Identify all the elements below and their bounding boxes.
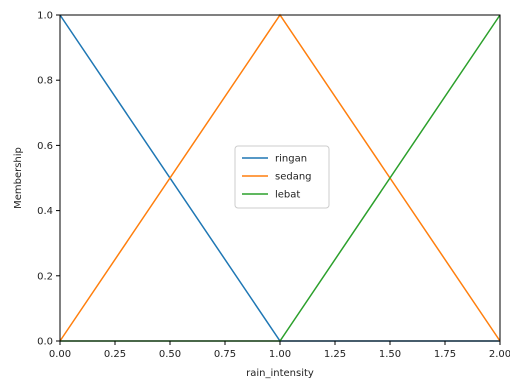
- y-tick-label: 0.4: [37, 206, 53, 217]
- y-tick-label: 1.0: [37, 11, 53, 22]
- x-tick-label: 0.00: [49, 349, 71, 360]
- y-tick-label: 0.2: [37, 271, 53, 282]
- legend: ringan sedang lebat: [234, 145, 330, 209]
- x-tick-label: 2.00: [489, 349, 510, 360]
- x-tick-label: 0.75: [214, 349, 236, 360]
- legend-label-ringan: ringan: [275, 154, 307, 165]
- x-tick-label: 1.25: [324, 349, 346, 360]
- x-tick-label: 0.25: [104, 349, 126, 360]
- legend-box: [234, 145, 330, 209]
- x-tick-label: 1.50: [379, 349, 401, 360]
- y-tick-label: 0.6: [37, 141, 53, 152]
- x-tick-label: 1.75: [434, 349, 456, 360]
- legend-label-lebat: lebat: [275, 190, 300, 201]
- y-tick-label: 0.0: [37, 337, 53, 348]
- y-axis-label: Membership: [13, 147, 24, 209]
- x-tick-label: 1.00: [269, 349, 291, 360]
- legend-label-sedang: sedang: [275, 172, 312, 183]
- y-tick-label: 0.8: [37, 76, 53, 87]
- axes: 0.00 0.25 0.50 0.75 1.00 1.25 1.50 1.75 2.00 0.0 0…: [37, 11, 510, 361]
- x-axis-label: rain_intensity: [246, 368, 314, 379]
- x-tick-label: 0.50: [159, 349, 181, 360]
